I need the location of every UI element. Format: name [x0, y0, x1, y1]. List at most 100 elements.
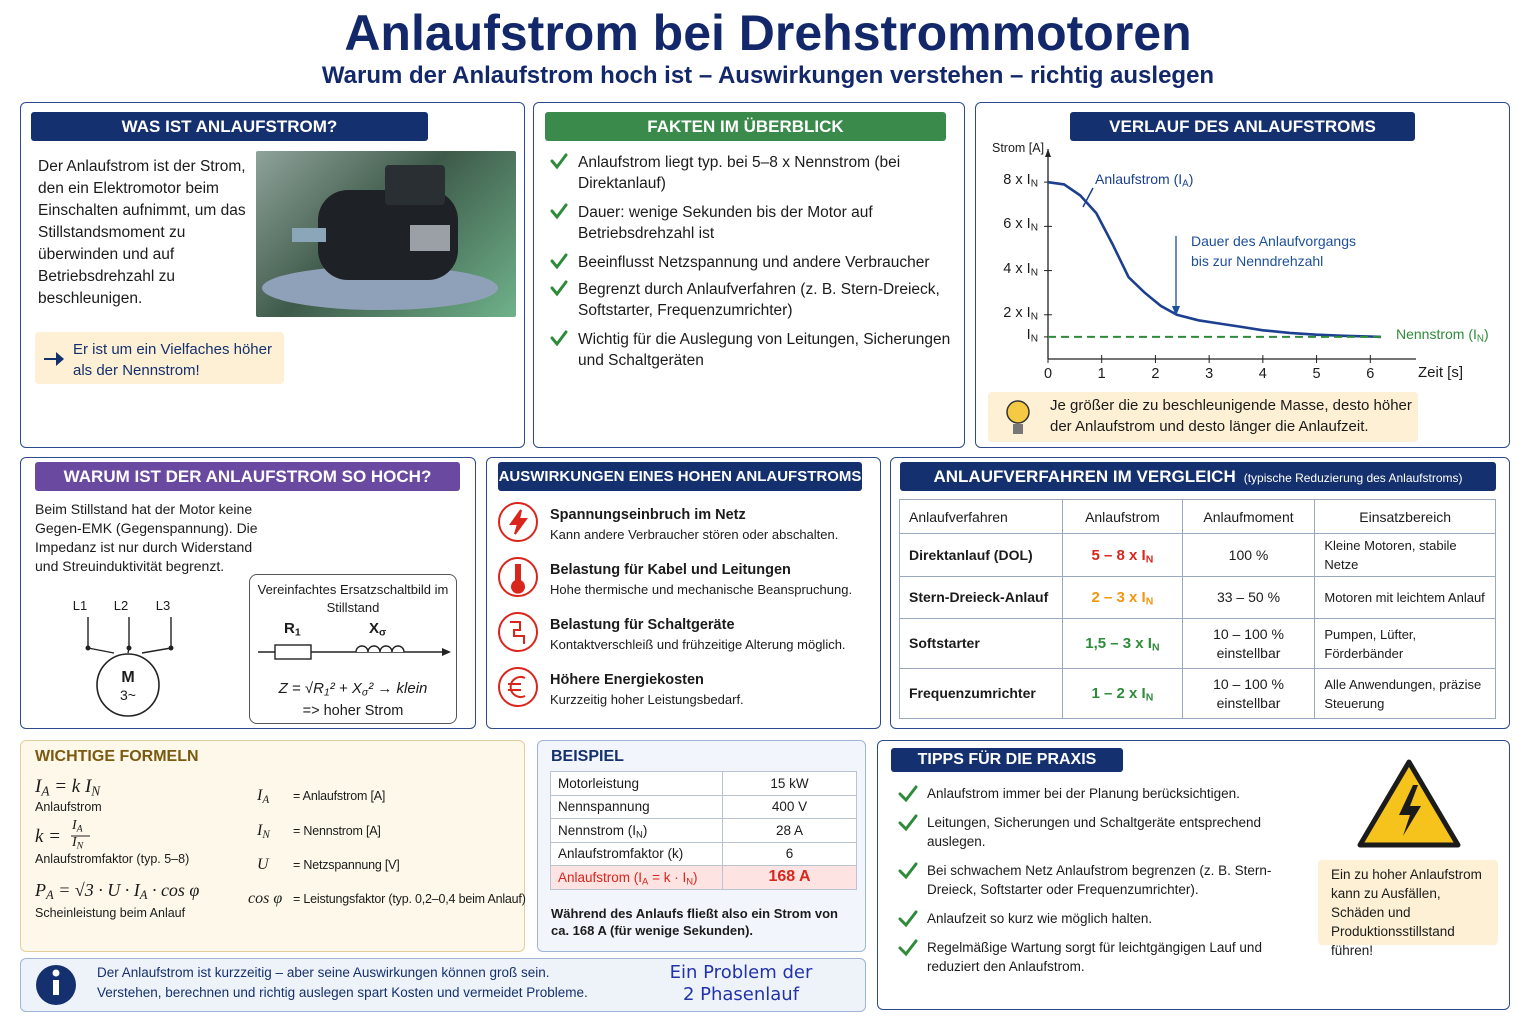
- formula-denominator: IN: [72, 835, 84, 852]
- series-label: Nennstrom (IN): [1396, 326, 1489, 345]
- table-cell: Anlaufstromfaktor (k): [550, 841, 723, 866]
- impact-title: Belastung für Schaltgeräte: [550, 617, 735, 633]
- check: [898, 910, 918, 928]
- phase-label: L2: [113, 598, 129, 613]
- table-cell: 10 – 100 % einstellbar: [1181, 668, 1316, 719]
- y-tick-label: 4 x IN: [1003, 260, 1038, 279]
- x-tick-label: 3: [1205, 366, 1214, 382]
- table-cell: Motorleistung: [550, 771, 723, 796]
- panel-formeln: [20, 740, 525, 952]
- formula-caption: Anlaufstromfaktor (typ. 5–8): [35, 852, 190, 866]
- formula: PA = √3 · U · IA · cos φ: [35, 880, 200, 903]
- tip-text: Anlaufstrom immer bei der Planung berück…: [927, 786, 1240, 801]
- table-cell: Kleine Motoren, stabile Netze: [1314, 533, 1496, 577]
- fact-item: Beeinflusst Netzspannung und andere Verb…: [550, 252, 955, 273]
- facts-list: Anlaufstrom liegt typ. bei 5–8 x Nennstr…: [550, 152, 955, 379]
- warning-text: Ein zu hoher Anlaufstrom kann zu Ausfäll…: [1331, 867, 1482, 958]
- table-cell: Stern-Dreieck-Anlauf: [898, 576, 1064, 619]
- table-cell: Motoren mit leichtem Anlauf: [1314, 576, 1496, 619]
- note-text: Er ist um ein Vielfaches höher als der N…: [73, 341, 272, 379]
- chart-title: VERLAUF DES ANLAUFSTROMS: [1070, 112, 1415, 141]
- section-title: TIPPS FÜR DIE PRAXIS: [891, 748, 1123, 772]
- circuit-formula: Z = √R1² + Xσ² → klein: [278, 680, 428, 699]
- example-note: Während des Anlaufs fließt also ein Stro…: [551, 906, 839, 938]
- section-title: WAS IST ANLAUFSTROM?: [31, 112, 428, 141]
- panel-fakten: [533, 102, 965, 448]
- check-icon: [550, 152, 568, 176]
- fact-item: Wichtig für die Auslegung von Leitungen,…: [550, 329, 955, 371]
- table-cell: Direktanlauf (DOL): [898, 533, 1064, 577]
- circuit-result: => hoher Strom: [302, 703, 404, 719]
- body-text: Der Anlaufstrom ist der Strom, den ein E…: [38, 158, 246, 307]
- x-tick-label: 0: [1043, 366, 1053, 382]
- table-cell: 33 – 50 %: [1181, 576, 1316, 619]
- table-cell: 10 – 100 % einstellbar: [1181, 618, 1316, 669]
- tip-text: Bei schwachem Netz Anlaufstrom begrenzen…: [927, 863, 1272, 897]
- tip-item: Leitungen, Sicherungen und Schaltgeräte …: [898, 813, 1310, 851]
- legend-symbol: U: [257, 856, 269, 873]
- section-title: AUSWIRKUNGEN EINES HOHEN ANLAUFSTROMS: [498, 462, 862, 491]
- footer-text: Der Anlaufstrom ist kurzzeitig – aber se…: [97, 965, 550, 980]
- tip-text: Leitungen, Sicherungen und Schaltgeräte …: [927, 815, 1261, 849]
- table-cell: Frequenzumrichter: [898, 668, 1064, 719]
- x-tick-label: 4: [1258, 366, 1267, 382]
- x-axis-label: Zeit [s]: [1418, 364, 1464, 381]
- table-header-cell: Einsatzbereich: [1314, 499, 1496, 534]
- section-title: WARUM IST DER ANLAUFSTROM SO HOCH?: [35, 462, 460, 491]
- chart-annotation: Dauer des Anlaufvorgangs bis zur Nenndre…: [1191, 233, 1356, 269]
- check: [898, 814, 918, 832]
- tip-item: Anlaufzeit so kurz wie möglich halten.: [898, 909, 1310, 928]
- table-row: Stern-Dreieck-Anlauf 2 – 3 x IN 33 – 50 % M…: [898, 576, 1496, 619]
- table-cell: 2 – 3 x IN: [1062, 576, 1183, 619]
- table-cell: 1 – 2 x IN: [1062, 668, 1183, 719]
- legend-meaning: = Anlaufstrom [A]: [293, 789, 386, 803]
- table-cell: Nennspannung: [550, 794, 723, 819]
- check-icon: [550, 279, 568, 303]
- y-tick-label: 6 x IN: [1003, 216, 1038, 234]
- warning-box: [1318, 860, 1498, 945]
- check-icon: [550, 202, 568, 226]
- table-cell: 6: [722, 841, 857, 866]
- section-subtitle: (typische Reduzierung des Anlaufstroms): [1243, 471, 1463, 485]
- fact-item: Dauer: wenige Sekunden bis der Motor auf…: [550, 202, 955, 244]
- table-row: Softstarter 1,5 – 3 x IN 10 – 100 % einste…: [898, 618, 1496, 669]
- section-title: WICHTIGE FORMELN: [35, 748, 199, 765]
- section-title: FAKTEN IM ÜBERBLICK: [545, 112, 946, 141]
- formula-caption: Scheinleistung beim Anlauf: [35, 906, 186, 920]
- phase-label: L3: [155, 598, 171, 613]
- note-was-ist: [35, 332, 284, 384]
- formula-numerator: IA: [72, 818, 83, 835]
- subtitle: Warum der Anlaufstrom hoch ist – Auswirk…: [321, 62, 1215, 89]
- note-verlauf: [988, 392, 1418, 442]
- table-row: Frequenzumrichter 1 – 2 x IN 10 – 100 % ei…: [898, 668, 1496, 719]
- fact-item: Anlaufstrom liegt typ. bei 5–8 x Nennstr…: [550, 152, 955, 194]
- y-tick-label: 8 x IN: [1003, 172, 1038, 190]
- motor-label: 3~: [120, 687, 136, 703]
- table-cell: 100 %: [1181, 533, 1316, 577]
- y-axis-label: Strom [A]: [992, 141, 1045, 155]
- handwritten-note: Ein Problem der 2 Phasenlauf: [669, 962, 813, 1005]
- table-row: Nennspannung 400 V: [550, 794, 857, 819]
- footer-text: Verstehen, berechnen und richtig auslege…: [97, 985, 588, 1000]
- check-icon: [898, 813, 918, 838]
- x-tick-label: 1: [1097, 366, 1106, 382]
- section-title-text: ANLAUFVERFAHREN IM VERGLEICH: [933, 467, 1236, 486]
- table-cell: 28 A: [722, 818, 857, 843]
- table-cell: Softstarter: [898, 618, 1064, 669]
- tip-text: Regelmäßige Wartung sorgt für leichtgäng…: [927, 940, 1262, 974]
- check-icon: [898, 909, 918, 934]
- table-row: Direktanlauf (DOL) 5 – 8 x IN 100 % Kleine …: [898, 533, 1496, 577]
- table-cell: Anlaufstrom (IA = k · IN): [550, 865, 723, 890]
- fact-text: Wichtig für die Auslegung von Leitungen,…: [578, 331, 951, 369]
- table-row: Anlaufstrom (IA = k · IN) 168 A: [550, 865, 857, 890]
- table-header-cell: Anlaufstrom: [1062, 499, 1183, 534]
- panel-auswirkungen: [486, 457, 881, 729]
- tips-list: Anlaufstrom immer bei der Planung berück…: [898, 784, 1310, 986]
- reactance-label: Xσ: [369, 620, 387, 639]
- motor-photo: [256, 151, 516, 317]
- table-cell: 1,5 – 3 x IN: [1062, 618, 1183, 669]
- circuit-title: Vereinfachtes Ersatzschaltbild im Stills…: [257, 582, 449, 615]
- formula: IA = k IN: [35, 776, 101, 799]
- series-label: Anlaufstrom (IA): [1095, 171, 1194, 190]
- table-row: Anlaufstromfaktor (k) 6: [550, 841, 857, 866]
